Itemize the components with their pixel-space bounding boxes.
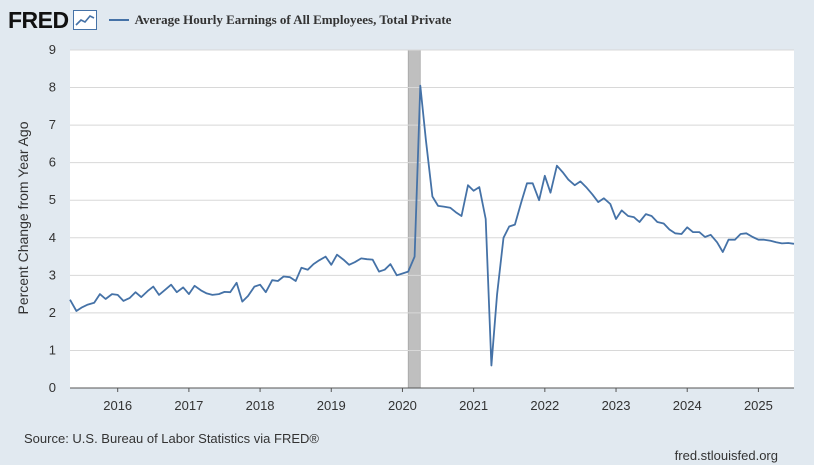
x-tick-label: 2016 (103, 398, 132, 413)
y-tick-label: 3 (49, 267, 56, 282)
y-tick-label: 0 (49, 380, 56, 395)
legend-swatch (108, 19, 129, 21)
x-tick-label: 2025 (744, 398, 773, 413)
y-tick-label: 1 (49, 342, 56, 357)
series-line (69, 84, 795, 367)
legend-series-title: Average Hourly Earnings of All Employees… (134, 12, 452, 27)
site-link[interactable]: fred.stlouisfed.org (674, 448, 778, 463)
x-tick-label: 2019 (317, 398, 346, 413)
x-tick-label: 2018 (246, 398, 275, 413)
fred-logo[interactable]: FRED (8, 6, 69, 33)
y-tick-label: 7 (49, 117, 56, 132)
y-tick-label: 5 (49, 192, 56, 207)
source-text: Source: U.S. Bureau of Labor Statistics … (24, 431, 319, 446)
plot-area (70, 50, 794, 388)
x-tick-label: 2021 (459, 398, 488, 413)
x-tick-label: 2024 (673, 398, 702, 413)
y-tick-label: 6 (49, 155, 56, 170)
x-tick-label: 2022 (530, 398, 559, 413)
line-chart-icon (72, 10, 97, 30)
y-axis-label: Percent Change from Year Ago (15, 121, 31, 314)
y-tick-label: 9 (49, 42, 56, 57)
header: FRED Average Hourly Earnings of All Empl… (8, 6, 451, 34)
y-tick-label: 8 (49, 80, 56, 95)
x-tick-label: 2017 (174, 398, 203, 413)
y-tick-label: 4 (49, 230, 56, 245)
x-tick-label: 2020 (388, 398, 417, 413)
y-tick-label: 2 (49, 305, 56, 320)
recession-band (407, 49, 421, 389)
x-tick-label: 2023 (602, 398, 631, 413)
